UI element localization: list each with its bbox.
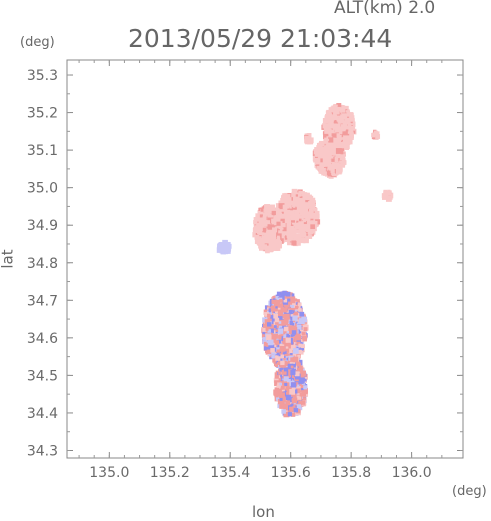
echo-east-dot	[381, 189, 394, 202]
echo-mid-band	[261, 290, 309, 370]
echo-west-patch	[216, 239, 232, 255]
x-tick-label: 135.4	[210, 465, 250, 481]
y-tick-label: 35.3	[27, 68, 58, 84]
y-tick-label: 34.5	[27, 368, 58, 384]
altitude-label: ALT(km) 2.0	[334, 0, 436, 18]
y-tick-label: 34.8	[27, 256, 58, 272]
y-tick-label: 35.0	[27, 181, 58, 197]
x-tick-label: 135.0	[89, 465, 129, 481]
timestamp-title: 2013/05/29 21:03:44	[128, 24, 393, 53]
y-unit-label: (deg)	[20, 35, 55, 50]
tick-layer	[67, 60, 463, 458]
y-tick-label: 34.3	[27, 443, 58, 459]
echo-ne-dot	[371, 129, 381, 140]
echo-nw-dot	[304, 133, 314, 145]
tick-label-layer: 135.0 135.2 135.4 135.6 135.8 136.0 34.3 34.4 34…	[27, 68, 432, 481]
y-tick-label: 34.6	[27, 331, 58, 347]
echo-central-mass-b	[252, 204, 287, 254]
plot-frame	[66, 59, 464, 459]
echo-layer	[216, 103, 394, 418]
y-tick-label: 35.1	[27, 143, 58, 159]
x-tick-label: 136.0	[392, 465, 432, 481]
echo-north-cell-b	[312, 136, 347, 179]
y-tick-label: 35.2	[27, 106, 58, 122]
y-tick-label: 34.7	[27, 293, 58, 309]
x-tick-label: 135.8	[331, 465, 371, 481]
y-tick-label: 34.9	[27, 218, 58, 234]
x-tick-label: 135.2	[150, 465, 190, 481]
x-unit-label: (deg)	[452, 484, 487, 499]
echo-south-band	[273, 355, 309, 418]
y-tick-label: 34.4	[27, 406, 58, 422]
y-axis-title: lat	[0, 249, 17, 269]
x-tick-label: 135.6	[271, 465, 311, 481]
x-axis-title: lon	[252, 503, 275, 521]
